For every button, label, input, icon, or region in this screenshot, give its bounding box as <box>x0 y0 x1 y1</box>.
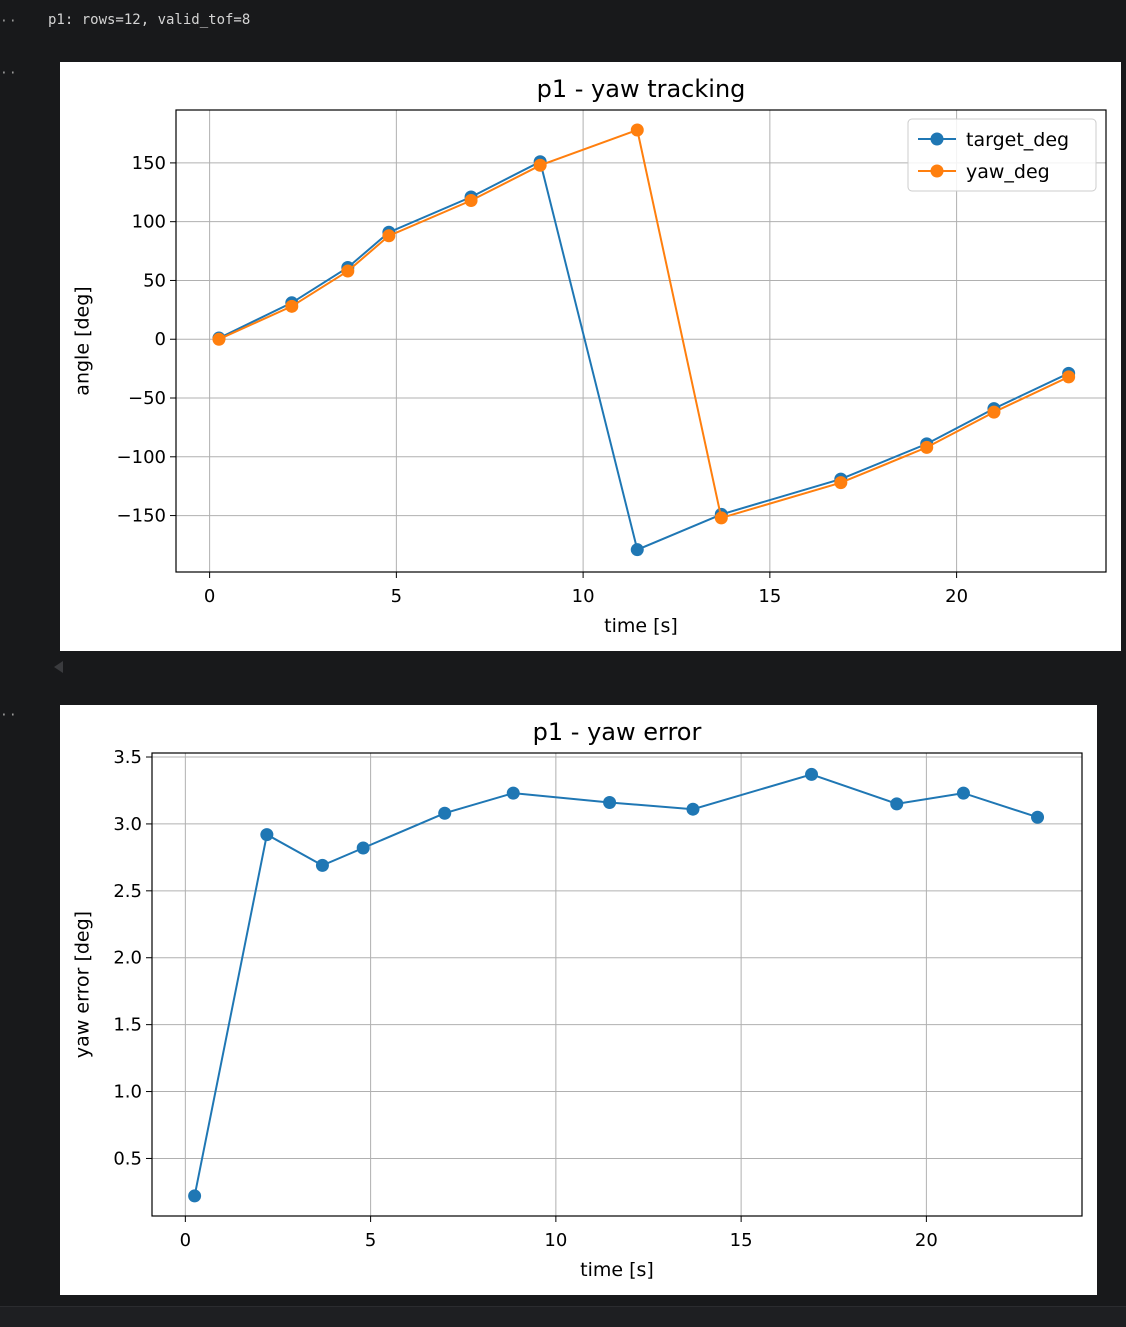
chart-ticks: 0 5 10 15 20 0.5 1.0 1.5 2.0 2.5 3.0 3.5 <box>113 747 937 1251</box>
data-point <box>315 858 329 872</box>
x-tick-label: 15 <box>758 586 781 607</box>
chart-ticks: 0 5 10 15 20 −150 −100 −50 0 50 100 150 <box>117 153 969 607</box>
legend-label: yaw_deg <box>966 161 1050 183</box>
series-line-target_deg <box>218 160 1070 552</box>
x-tick-label: 0 <box>204 586 215 607</box>
data-point <box>438 806 452 820</box>
y-tick-label: 3.0 <box>113 814 142 835</box>
cell-gutter-marker[interactable]: ·· <box>0 708 18 723</box>
legend-box <box>907 118 1097 192</box>
data-point <box>382 229 396 243</box>
y-axis-label: angle [deg] <box>72 286 94 395</box>
data-point <box>356 841 370 855</box>
chart-grid <box>176 110 1106 572</box>
y-tick-label: 2.5 <box>113 881 142 902</box>
series-line-yaw-error <box>193 773 1038 1197</box>
x-tick-label: 5 <box>365 1230 376 1251</box>
x-tick-label: 0 <box>180 1230 191 1251</box>
data-point <box>506 786 520 800</box>
legend-marker <box>930 164 944 178</box>
y-tick-label: 150 <box>132 153 166 174</box>
x-tick-label: 20 <box>915 1230 938 1251</box>
y-tick-label: 0 <box>155 329 166 350</box>
chart-yaw-tracking: 0 5 10 15 20 −150 −100 −50 0 50 100 150 p1 - yaw tr… <box>72 75 1107 637</box>
x-tick-label: 15 <box>730 1230 753 1251</box>
y-axis-label: yaw error [deg] <box>72 911 94 1058</box>
y-tick-label: 100 <box>132 212 166 233</box>
x-axis-label: time [s] <box>604 615 678 637</box>
data-point <box>987 405 1001 419</box>
data-point <box>630 543 644 557</box>
data-point <box>890 797 904 811</box>
figure-yaw-tracking: 0 5 10 15 20 −150 −100 −50 0 50 100 150 p1 - yaw tr… <box>60 62 1121 651</box>
data-point <box>603 796 617 810</box>
x-axis-label: time [s] <box>580 1259 654 1281</box>
data-point <box>212 332 226 346</box>
data-point <box>188 1189 202 1203</box>
chart-yaw-error: 0 5 10 15 20 0.5 1.0 1.5 2.0 2.5 3.0 3.5 p1 - yaw e… <box>72 718 1083 1281</box>
x-tick-label: 10 <box>544 1230 567 1251</box>
x-tick-label: 5 <box>391 586 402 607</box>
data-point <box>834 476 848 490</box>
y-tick-label: 50 <box>143 270 166 291</box>
data-point <box>285 299 299 313</box>
data-point <box>805 767 819 781</box>
chart-title: p1 - yaw error <box>533 718 702 746</box>
data-point <box>686 802 700 816</box>
data-point <box>630 123 644 137</box>
y-tick-label: 1.0 <box>113 1082 142 1103</box>
y-tick-label: 1.5 <box>113 1015 142 1036</box>
y-tick-label: −150 <box>117 506 166 527</box>
figure-yaw-error: 0 5 10 15 20 0.5 1.0 1.5 2.0 2.5 3.0 3.5 p1 - yaw e… <box>60 705 1097 1295</box>
legend-label: target_deg <box>966 129 1069 151</box>
y-tick-label: −100 <box>117 447 166 468</box>
chart-series <box>212 123 1076 557</box>
plot-frame <box>175 109 1107 573</box>
data-point <box>464 194 478 208</box>
data-point <box>1031 810 1045 824</box>
y-tick-label: 3.5 <box>113 747 142 768</box>
chart-legend: target_deg yaw_deg <box>907 118 1097 192</box>
series-line-yaw_deg <box>218 128 1070 520</box>
chart-series <box>188 767 1045 1203</box>
data-point <box>260 828 274 842</box>
data-point <box>341 264 355 278</box>
data-point <box>533 158 547 172</box>
x-tick-label: 20 <box>945 586 968 607</box>
y-tick-label: −50 <box>128 388 166 409</box>
cell-gutter-marker[interactable]: ·· <box>0 66 18 81</box>
chart-title: p1 - yaw tracking <box>537 75 746 103</box>
collapse-output-arrow-icon[interactable] <box>54 661 63 673</box>
y-tick-label: 2.0 <box>113 948 142 969</box>
plot-frame <box>151 752 1083 1217</box>
data-point <box>956 786 970 800</box>
data-point <box>714 511 728 525</box>
chart-grid <box>152 753 1082 1216</box>
x-tick-label: 10 <box>572 586 595 607</box>
data-point <box>1062 370 1076 384</box>
legend-marker <box>930 132 944 146</box>
notebook-bottom-bar <box>0 1306 1126 1327</box>
y-tick-label: 0.5 <box>113 1148 142 1169</box>
cell-gutter-marker[interactable]: ·· <box>0 14 18 29</box>
data-point <box>920 440 934 454</box>
cell-stdout-text: p1: rows=12, valid_tof=8 <box>48 12 251 28</box>
